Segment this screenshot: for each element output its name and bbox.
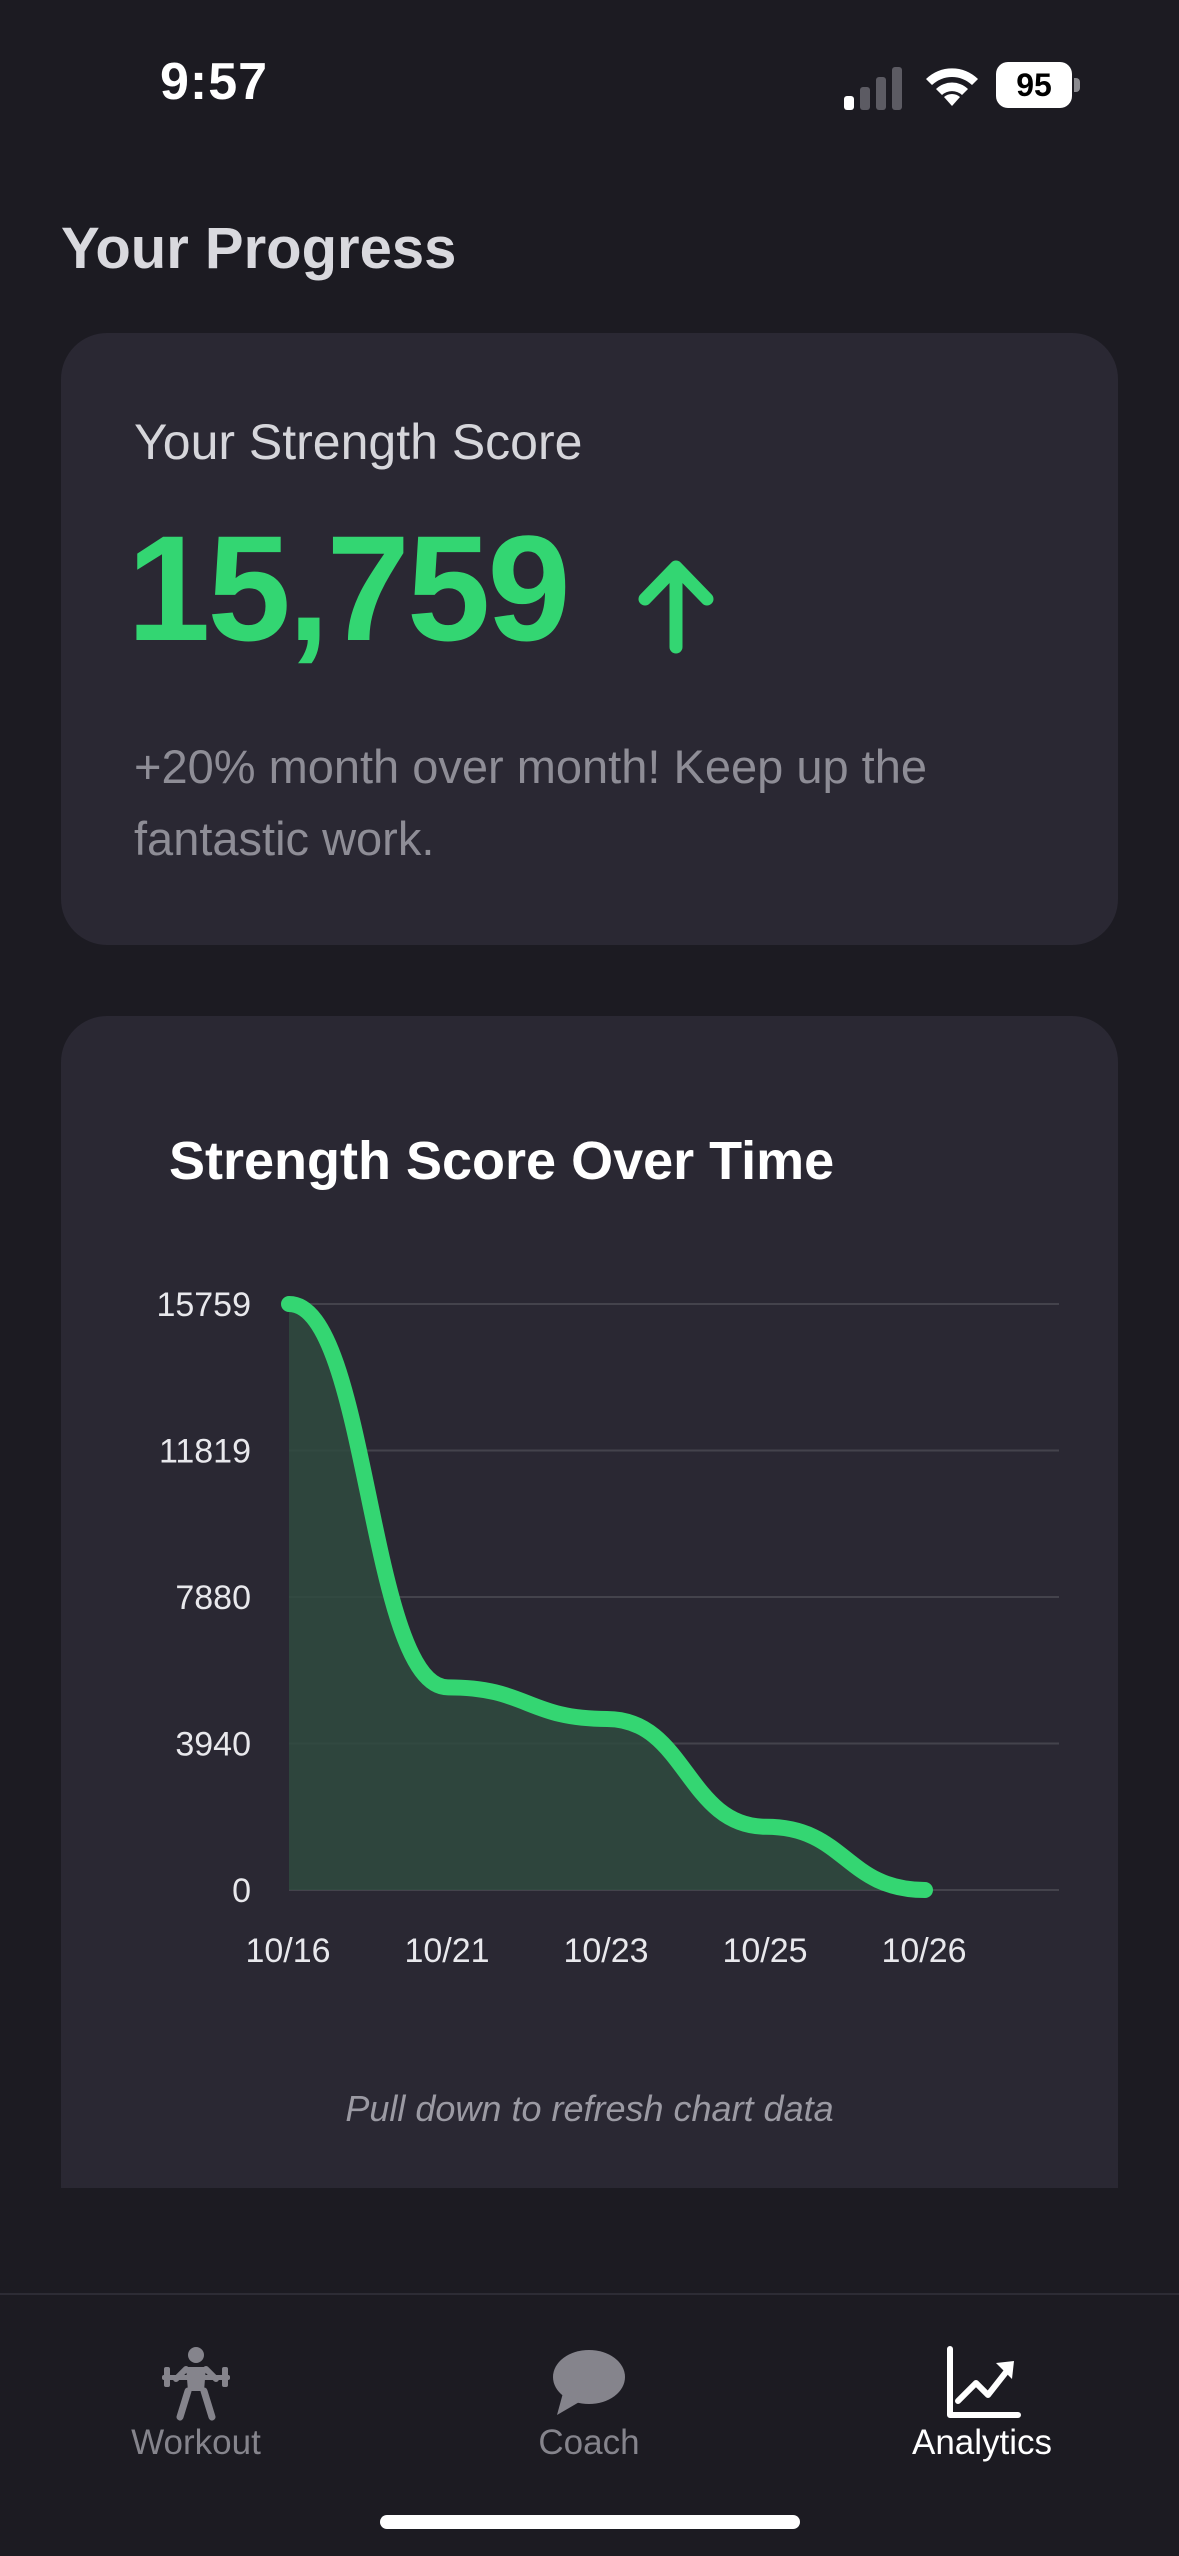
y-tick-label: 7880 xyxy=(175,1579,251,1617)
cellular-signal-icon xyxy=(844,67,902,110)
strength-score-card: Your Strength Score 15,759 +20% month ov… xyxy=(61,333,1118,945)
arrow-up-icon xyxy=(638,560,714,654)
x-tick-label: 10/26 xyxy=(881,1932,966,1970)
x-tick-label: 10/25 xyxy=(722,1932,807,1970)
y-tick-label: 15759 xyxy=(156,1286,251,1324)
tab-bar: Workout Coach Analytics xyxy=(0,2293,1179,2556)
score-note: +20% month over month! Keep up the fanta… xyxy=(134,740,927,865)
tab-label: Workout xyxy=(131,2423,261,2462)
status-time: 9:57 xyxy=(160,53,269,111)
page-title: Your Progress xyxy=(61,216,457,281)
score-label: Your Strength Score xyxy=(134,414,583,470)
tab-coach[interactable]: Coach xyxy=(439,2331,739,2481)
x-tick-label: 10/23 xyxy=(563,1932,648,1970)
tab-analytics[interactable]: Analytics xyxy=(832,2331,1132,2481)
x-tick-label: 10/16 xyxy=(245,1932,330,1970)
series-line xyxy=(281,1296,933,1898)
tab-workout[interactable]: Workout xyxy=(46,2331,346,2481)
x-tick-label: 10/21 xyxy=(404,1932,489,1970)
series-area xyxy=(289,1304,925,1890)
wifi-icon xyxy=(926,68,978,106)
weightlifter-icon xyxy=(162,2347,230,2421)
refresh-hint: Pull down to refresh chart data xyxy=(345,2088,834,2129)
tab-label: Coach xyxy=(538,2423,640,2462)
trend-chart-icon xyxy=(947,2346,1021,2418)
tab-label: Analytics xyxy=(911,2423,1053,2462)
battery-icon: 95 xyxy=(996,62,1080,110)
score-value: 15,759 xyxy=(127,504,571,672)
strength-chart-card[interactable]: Strength Score Over Time 0 3940 7880 11819 1… xyxy=(61,1016,1118,2188)
battery-percent: 95 xyxy=(1016,67,1052,103)
y-tick-label: 3940 xyxy=(175,1725,251,1763)
chat-bubble-icon xyxy=(553,2350,625,2415)
status-bar: 9:57 95 xyxy=(0,0,1179,150)
y-tick-label: 0 xyxy=(232,1872,251,1910)
home-indicator[interactable] xyxy=(380,2515,800,2529)
y-tick-label: 11819 xyxy=(159,1433,251,1471)
chart-title: Strength Score Over Time xyxy=(169,1131,835,1191)
strength-score-chart: 0 3940 7880 11819 15759 10/16 10/21 10/23 10/25 1… xyxy=(156,1286,1059,1970)
